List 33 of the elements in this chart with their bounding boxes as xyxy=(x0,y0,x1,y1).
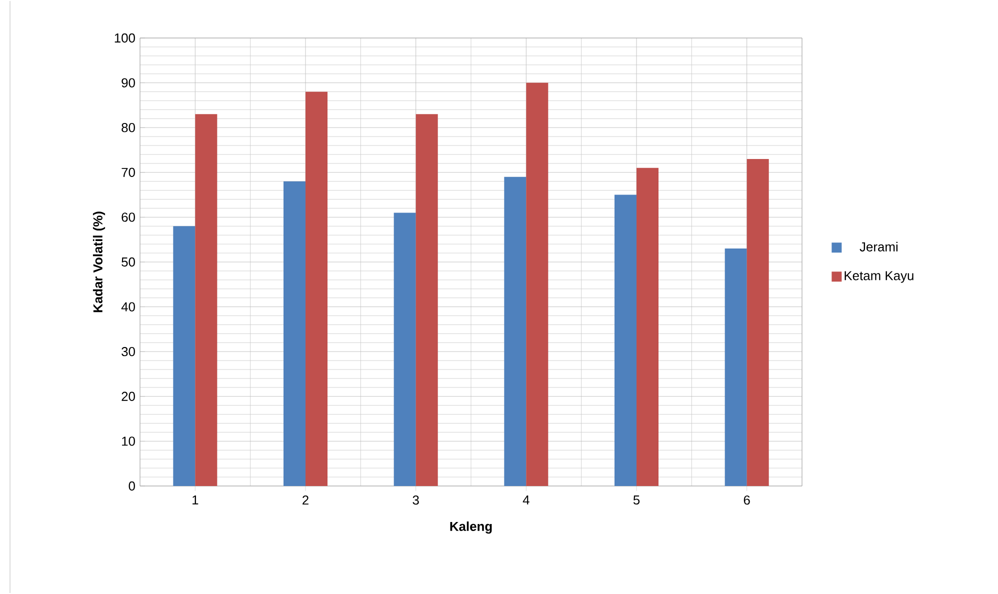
x-axis-title: Kaleng xyxy=(450,521,492,534)
bar xyxy=(394,212,416,486)
bar xyxy=(195,114,218,486)
bar xyxy=(724,248,747,486)
y-axis-title: Kadar Volatil (%) xyxy=(92,212,106,312)
bar xyxy=(306,92,328,486)
legend-label: Jerami xyxy=(860,242,898,252)
x-tick-label: 3 xyxy=(412,495,419,505)
x-tick-label: 4 xyxy=(522,496,530,504)
bar xyxy=(614,194,637,486)
x-tick-label: 5 xyxy=(633,496,640,505)
y-tick-label: 0 xyxy=(128,481,135,491)
bar xyxy=(416,114,438,486)
bar xyxy=(636,168,659,486)
bar xyxy=(173,226,196,486)
y-tick-label: 70 xyxy=(122,168,135,177)
bar xyxy=(746,158,769,486)
y-tick-label: 30 xyxy=(122,347,135,356)
y-tick-label: 50 xyxy=(122,257,135,267)
x-tick-label: 6 xyxy=(744,495,750,505)
y-tick-label: 100 xyxy=(114,33,135,43)
legend-label: Ketam Kayu xyxy=(844,271,914,283)
y-tick-label: 80 xyxy=(122,123,135,132)
bar xyxy=(284,181,306,486)
y-tick-label: 60 xyxy=(122,212,135,222)
y-tick-label: 20 xyxy=(122,392,135,401)
bar xyxy=(504,176,526,486)
x-tick-label: 2 xyxy=(302,495,308,505)
x-tick-label: 1 xyxy=(192,496,198,504)
y-tick-label: 40 xyxy=(121,302,135,312)
bar xyxy=(526,82,548,486)
y-tick-label: 10 xyxy=(122,436,135,446)
y-tick-label: 90 xyxy=(122,78,135,88)
